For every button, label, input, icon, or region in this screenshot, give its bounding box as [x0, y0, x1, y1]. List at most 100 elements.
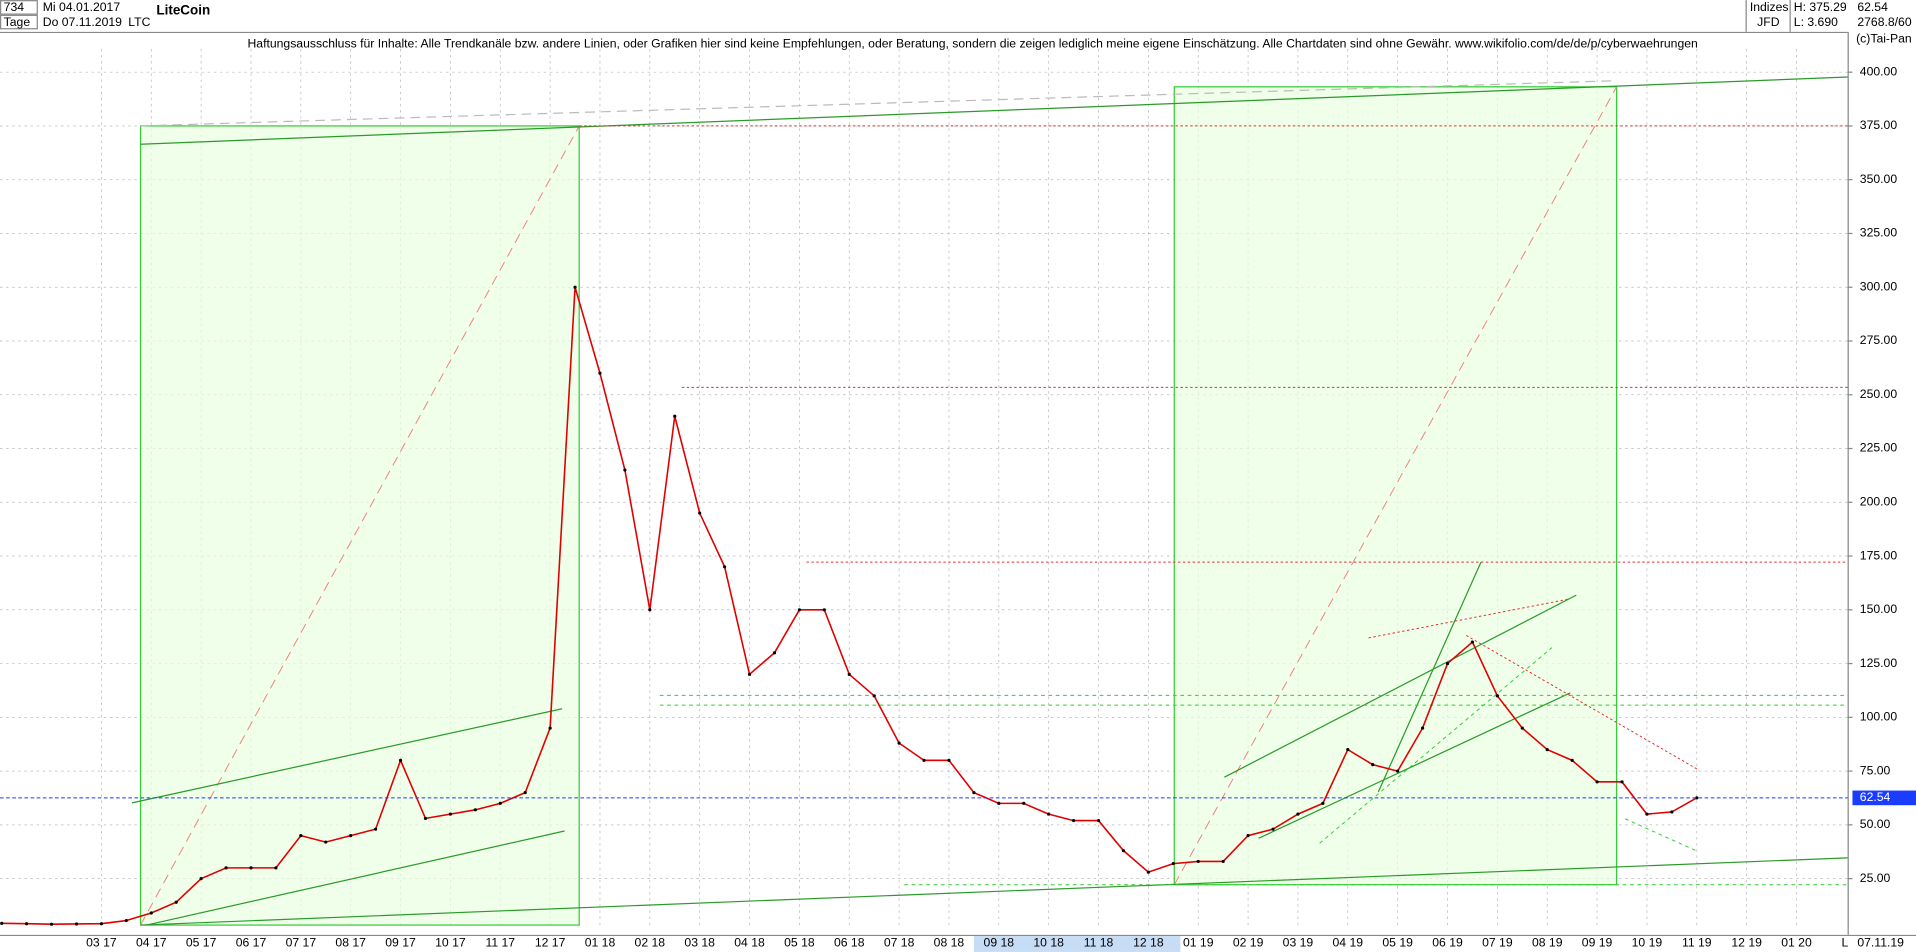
- x-tick-label: 06 18: [834, 936, 865, 950]
- price-point: [673, 414, 677, 418]
- price-point: [423, 816, 428, 820]
- price-point: [897, 741, 901, 745]
- source: JFD: [1757, 15, 1780, 29]
- price-point: [598, 371, 602, 375]
- annotation-line: [1624, 818, 1699, 853]
- price-point: [947, 758, 951, 762]
- x-tick-label: 04 19: [1333, 936, 1364, 950]
- trend-line: [140, 76, 1848, 145]
- count-box[interactable]: [0, 0, 38, 15]
- x-tick-label: 10 19: [1632, 936, 1663, 950]
- price-point: [124, 918, 128, 923]
- x-tick-label: 08 17: [335, 936, 366, 950]
- trend-line: [140, 857, 1848, 926]
- price-point: [797, 608, 801, 612]
- price-point: [0, 921, 4, 925]
- price-point: [997, 801, 1001, 805]
- x-tick-label: 06 17: [236, 936, 267, 950]
- price-point: [274, 866, 278, 870]
- y-tick-label: 275.00: [1860, 333, 1898, 347]
- last-price-label: 62.54: [1860, 790, 1891, 804]
- x-tick-label: 02 18: [635, 936, 666, 950]
- price-point: [1570, 758, 1574, 762]
- price-point: [374, 827, 378, 831]
- annotation-line: [1173, 86, 1618, 885]
- trend-line: [1258, 692, 1571, 839]
- x-tick-label: 03 18: [684, 936, 715, 950]
- x-tick-label: 11 19: [1682, 936, 1712, 950]
- x-tick-label: 06 19: [1432, 936, 1463, 950]
- price-point: [1520, 726, 1524, 730]
- x-tick-label: 09 18: [984, 936, 1015, 950]
- price-point: [1221, 859, 1225, 863]
- trend-line: [1377, 561, 1482, 793]
- price-point: [199, 877, 203, 881]
- high: H: 375.29: [1794, 0, 1847, 14]
- price-point: [648, 608, 652, 612]
- price-point: [747, 672, 752, 676]
- price-point: [1246, 834, 1250, 838]
- last-price-box: [1852, 790, 1916, 806]
- price-point: [1296, 812, 1300, 816]
- symbol: LTC: [128, 15, 150, 29]
- x-axis-highlight: [973, 936, 1181, 952]
- end-date: Do 07.11.2019: [43, 15, 122, 29]
- instrument-name: LiteCoin: [156, 3, 210, 18]
- y-tick-label: 300.00: [1860, 279, 1898, 293]
- price-point: [1022, 801, 1026, 805]
- x-tick-label: 08 19: [1532, 936, 1563, 950]
- x-tick-label: 04 18: [734, 936, 765, 950]
- y-tick-label: 50.00: [1860, 817, 1891, 831]
- annotation-line: [1466, 635, 1699, 771]
- period-box[interactable]: [0, 14, 38, 30]
- x-tick-label: 08 18: [934, 936, 965, 950]
- price-point: [324, 840, 328, 844]
- price-point: [1072, 818, 1076, 823]
- price-point: [1371, 763, 1375, 767]
- x-tick-label: 02 19: [1233, 936, 1264, 950]
- price-point: [1695, 796, 1699, 800]
- x-tick-label: 11 18: [1084, 936, 1114, 950]
- price-point: [573, 285, 577, 289]
- y-tick-label: 350.00: [1860, 172, 1898, 186]
- price-point: [49, 922, 54, 926]
- y-tick-label: 125.00: [1860, 656, 1898, 670]
- price-point: [1495, 694, 1499, 698]
- y-tick-label: 400.00: [1860, 64, 1898, 78]
- price-point: [1047, 812, 1051, 816]
- x-tick-label: 10 17: [435, 936, 466, 950]
- price-point: [498, 801, 502, 805]
- y-tick-label: 200.00: [1860, 494, 1898, 508]
- annotation-line: [140, 125, 580, 926]
- last-price: 62.54: [1857, 0, 1888, 14]
- disclaimer: Haftungsausschluss für Inhalte: Alle Tre…: [247, 36, 1697, 50]
- count[interactable]: 734: [4, 0, 25, 14]
- price-point: [1470, 640, 1475, 644]
- price-point: [1445, 661, 1450, 666]
- price-point: [1146, 870, 1150, 874]
- period[interactable]: Tage: [4, 15, 31, 29]
- x-tick-label: 12 17: [535, 936, 566, 950]
- price-point: [723, 565, 727, 569]
- y-tick-label: 375.00: [1860, 118, 1898, 132]
- y-tick-label: 250.00: [1860, 387, 1898, 401]
- x-tick-label: 01 18: [585, 936, 616, 950]
- group: Indizes: [1750, 0, 1789, 14]
- price-point: [1121, 849, 1126, 853]
- price-point: [1396, 769, 1400, 773]
- price-point: [249, 866, 253, 870]
- info: 2768.8/60: [1857, 15, 1912, 29]
- x-tick-label: 07 18: [884, 936, 915, 950]
- x-tick-label: 03 17: [86, 936, 117, 950]
- price-point: [523, 791, 527, 795]
- price-point: [822, 608, 826, 612]
- price-point: [1620, 780, 1624, 784]
- price-point: [448, 812, 452, 816]
- scale-mode[interactable]: L: [1841, 936, 1848, 950]
- price-point: [972, 791, 976, 795]
- copyright: (c)Tai-Pan: [1856, 31, 1912, 45]
- price-point: [398, 758, 403, 762]
- annotation-line: [1319, 647, 1553, 844]
- price-point: [922, 758, 926, 762]
